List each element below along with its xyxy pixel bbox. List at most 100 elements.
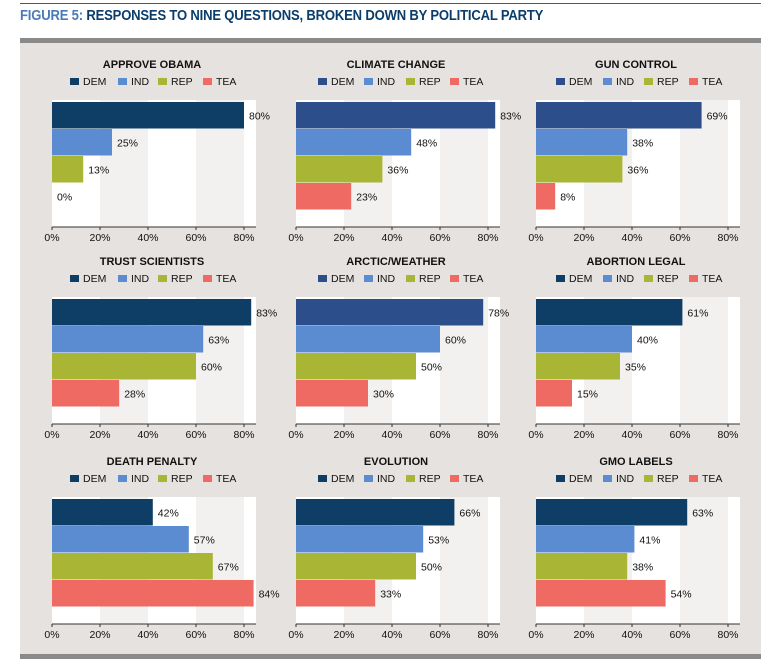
x-tick-label: 20%: [333, 629, 354, 641]
bar-value-label: 33%: [380, 588, 401, 600]
x-tick-label: 80%: [717, 232, 738, 244]
bar-ind: [296, 129, 412, 156]
legend-label-ind: IND: [377, 76, 396, 88]
legend-label-dem: DEM: [569, 273, 592, 285]
legend-swatch-dem: [318, 78, 327, 85]
bar-dem: [296, 299, 484, 326]
bar-dem: [52, 499, 153, 526]
legend-swatch-dem: [70, 475, 79, 482]
x-tick-label: 80%: [717, 629, 738, 641]
legend-swatch-rep: [406, 275, 415, 282]
x-tick-label: 0%: [44, 232, 59, 244]
bar-value-label: 35%: [625, 361, 646, 373]
bar-value-label: 66%: [459, 507, 480, 519]
legend-swatch-dem: [318, 475, 327, 482]
bar-ind: [536, 526, 635, 553]
x-tick-label: 80%: [477, 232, 498, 244]
legend-label-ind: IND: [131, 76, 150, 88]
legend-label-tea: TEA: [216, 76, 236, 88]
chart-evolution: EVOLUTION DEM IND REP TEA 66% 53% 50% 33% 0% 20% 40…: [288, 456, 500, 641]
legend-label-ind: IND: [616, 273, 635, 285]
bar-value-label: 57%: [194, 534, 215, 546]
legend-label-ind: IND: [616, 76, 635, 88]
x-tick-label: 60%: [429, 429, 450, 441]
chart-trust-scientists: TRUST SCIENTISTS DEM IND REP TEA 83% 63% 60% 28%…: [44, 256, 277, 441]
legend-swatch-tea: [450, 475, 459, 482]
legend-label-dem: DEM: [83, 76, 106, 88]
x-tick-label: 40%: [381, 232, 402, 244]
bar-value-label: 0%: [57, 191, 72, 203]
legend-label-rep: REP: [419, 273, 441, 285]
legend-label-rep: REP: [657, 273, 679, 285]
bar-rep: [52, 156, 84, 183]
x-tick-label: 80%: [717, 429, 738, 441]
x-tick-label: 0%: [44, 429, 59, 441]
bar-value-label: 40%: [637, 334, 658, 346]
legend-swatch-ind: [118, 78, 127, 85]
bar-value-label: 61%: [687, 307, 708, 319]
bar-tea: [296, 380, 368, 407]
legend-label-rep: REP: [657, 76, 679, 88]
bar-value-label: 8%: [560, 191, 575, 203]
legend-label-rep: REP: [171, 473, 193, 485]
bar-value-label: 48%: [416, 137, 437, 149]
figure-title: FIGURE 5: RESPONSES TO NINE QUESTIONS, B…: [20, 8, 543, 24]
legend-swatch-ind: [603, 475, 612, 482]
legend-label-tea: TEA: [463, 273, 483, 285]
bar-tea: [296, 580, 376, 607]
legend-label-ind: IND: [616, 473, 635, 485]
legend-swatch-rep: [158, 78, 167, 85]
grid-band: [728, 100, 740, 227]
grid-band: [680, 497, 728, 624]
legend-label-tea: TEA: [216, 273, 236, 285]
x-tick-label: 20%: [333, 232, 354, 244]
legend-label-tea: TEA: [216, 473, 236, 485]
bar-value-label: 15%: [577, 388, 598, 400]
bar-rep: [536, 353, 620, 380]
legend-label-ind: IND: [131, 273, 150, 285]
legend-swatch-ind: [603, 275, 612, 282]
bar-rep: [536, 156, 623, 183]
legend-label-dem: DEM: [83, 273, 106, 285]
legend-swatch-rep: [644, 78, 653, 85]
legend-label-dem: DEM: [331, 273, 354, 285]
bar-value-label: 36%: [627, 164, 648, 176]
bar-rep: [296, 156, 383, 183]
legend-swatch-ind: [364, 475, 373, 482]
chart-climate-change: CLIMATE CHANGE DEM IND REP TEA 83% 48% 36% 23% 0%…: [288, 59, 521, 244]
legend-label-dem: DEM: [569, 76, 592, 88]
legend-label-dem: DEM: [331, 76, 354, 88]
legend-label-tea: TEA: [702, 273, 722, 285]
x-tick-label: 20%: [573, 232, 594, 244]
x-tick-label: 60%: [669, 429, 690, 441]
bar-dem: [536, 499, 688, 526]
legend-swatch-dem: [70, 275, 79, 282]
chart-title: APPROVE OBAMA: [103, 59, 201, 71]
legend-swatch-ind: [118, 475, 127, 482]
bar-ind: [296, 526, 424, 553]
bar-value-label: 36%: [387, 164, 408, 176]
legend-swatch-rep: [644, 475, 653, 482]
bar-value-label: 84%: [259, 588, 280, 600]
legend-label-rep: REP: [419, 473, 441, 485]
legend-label-rep: REP: [171, 273, 193, 285]
chart-approve-obama: APPROVE OBAMA DEM IND REP TEA 80% 25% 13% 0% 0% 20…: [44, 59, 270, 244]
chart-title: ABORTION LEGAL: [587, 256, 686, 268]
legend-swatch-tea: [689, 275, 698, 282]
bar-rep: [296, 353, 416, 380]
legend-swatch-ind: [364, 78, 373, 85]
x-tick-label: 40%: [137, 629, 158, 641]
chart-title: GMO LABELS: [599, 456, 672, 468]
x-tick-label: 60%: [185, 429, 206, 441]
chart-abortion-legal: ABORTION LEGAL DEM IND REP TEA 61% 40% 35% 15% 0%…: [528, 256, 740, 441]
x-tick-label: 0%: [288, 629, 303, 641]
x-tick-label: 80%: [233, 232, 254, 244]
legend-label-rep: REP: [171, 76, 193, 88]
x-tick-label: 60%: [429, 629, 450, 641]
bar-value-label: 23%: [356, 191, 377, 203]
bar-value-label: 67%: [218, 561, 239, 573]
x-tick-label: 0%: [288, 232, 303, 244]
x-tick-label: 0%: [44, 629, 59, 641]
x-tick-label: 20%: [89, 629, 110, 641]
